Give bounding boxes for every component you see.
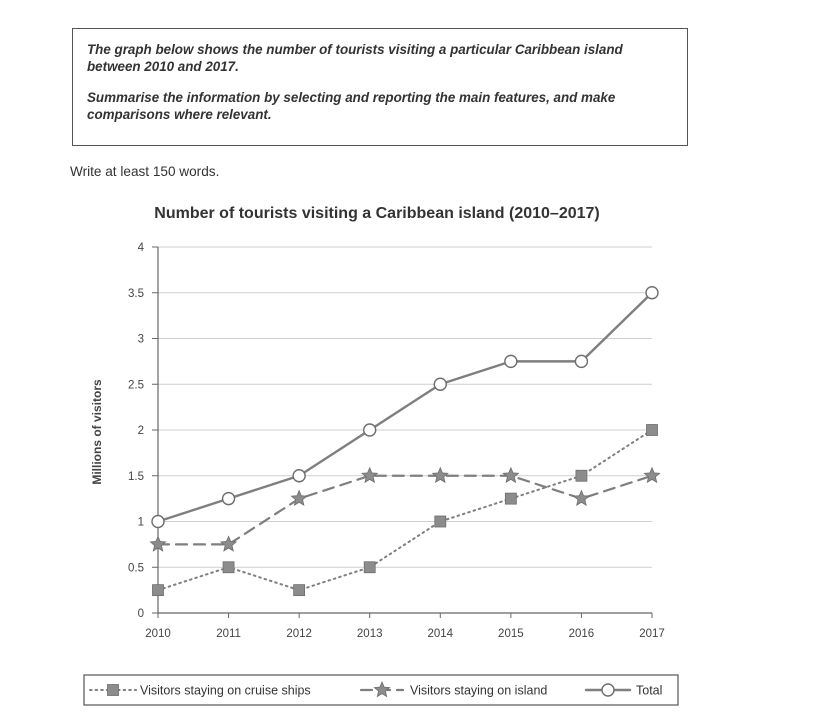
legend-marker	[601, 683, 615, 697]
legend-entry-total: Total	[584, 683, 662, 698]
series-line-visitors-staying-on-island	[156, 474, 654, 546]
data-point-visitors-staying-on-island	[431, 466, 449, 484]
legend-marker	[373, 680, 391, 698]
y-tick-label: 0	[138, 608, 144, 620]
legend-entry-visitors-staying-on-cruise-ships: Visitors staying on cruise ships	[89, 684, 311, 698]
legend-marker	[107, 684, 119, 696]
series-line-visitors-staying-on-cruise-ships	[157, 429, 653, 592]
chart-axes: 0 0.5 1 1.5 2 2.5 3 3.5 4 2010 2011 2012 2013 2014 201…	[90, 242, 665, 640]
data-point-visitors-staying-on-cruise-ships	[152, 584, 164, 597]
series-total	[151, 286, 659, 529]
x-tick-label: 2012	[286, 628, 312, 640]
x-tick-label: 2010	[145, 628, 171, 640]
y-tick-label: 0.5	[128, 562, 144, 574]
data-point-visitors-staying-on-cruise-ships	[363, 561, 376, 574]
data-point-visitors-staying-on-cruise-ships	[575, 469, 588, 482]
data-point-visitors-staying-on-cruise-ships	[646, 424, 658, 436]
x-tick-label: 2017	[639, 628, 665, 640]
legend-label: Visitors staying on island	[410, 684, 547, 698]
data-point-total	[574, 354, 589, 369]
series-line-total	[156, 291, 654, 523]
data-point-visitors-staying-on-island	[290, 489, 308, 506]
x-tick-label: 2016	[569, 628, 595, 640]
data-point-visitors-staying-on-cruise-ships	[504, 492, 517, 505]
x-tick-label: 2015	[498, 628, 524, 640]
data-point-visitors-staying-on-cruise-ships	[222, 561, 235, 574]
data-point-total	[645, 286, 659, 300]
y-tick-label: 4	[138, 242, 145, 254]
x-tick-label: 2013	[357, 628, 383, 640]
x-tick-label: 2011	[216, 628, 241, 640]
data-point-total	[292, 469, 306, 483]
chart-legend: Visitors staying on cruise ships Visitors…	[83, 674, 679, 706]
chart-series	[149, 286, 661, 597]
legend-label: Total	[636, 684, 662, 698]
data-point-total	[221, 491, 236, 506]
task-instruction: Summarise the information by selecting a…	[87, 90, 616, 122]
y-tick-label: 3	[138, 334, 144, 346]
data-point-total	[433, 377, 447, 391]
series-visitors-staying-on-island	[149, 466, 661, 552]
data-point-visitors-staying-on-island	[149, 535, 167, 552]
data-point-visitors-staying-on-island	[502, 466, 520, 484]
x-tick-label: 2014	[427, 628, 453, 640]
data-point-visitors-staying-on-island	[361, 466, 379, 484]
y-tick-label: 1.5	[128, 471, 144, 483]
data-point-visitors-staying-on-cruise-ships	[434, 515, 447, 528]
y-axis-title: Millions of visitors	[90, 379, 104, 485]
task-prompt-box: The graph below shows the number of tour…	[72, 28, 688, 146]
chart-grid	[158, 246, 652, 568]
legend-entry-visitors-staying-on-island: Visitors staying on island	[359, 680, 547, 698]
y-tick-label: 2	[138, 425, 144, 437]
series-visitors-staying-on-cruise-ships	[152, 424, 658, 597]
chart-title: Number of tourists visiting a Caribbean …	[154, 205, 599, 222]
y-tick-label: 3.5	[128, 288, 144, 300]
data-point-visitors-staying-on-cruise-ships	[293, 584, 306, 597]
data-point-visitors-staying-on-island	[643, 466, 661, 484]
y-tick-label: 1	[138, 517, 144, 529]
task-description: The graph below shows the number of tour…	[87, 42, 623, 74]
data-point-total	[151, 514, 165, 529]
y-tick-label: 2.5	[128, 379, 144, 391]
data-point-total	[504, 354, 518, 369]
word-count-instruction: Write at least 150 words.	[70, 164, 220, 179]
data-point-visitors-staying-on-island	[219, 535, 238, 552]
data-point-visitors-staying-on-island	[572, 489, 591, 506]
legend-label: Visitors staying on cruise ships	[140, 684, 311, 698]
data-point-total	[363, 423, 377, 437]
